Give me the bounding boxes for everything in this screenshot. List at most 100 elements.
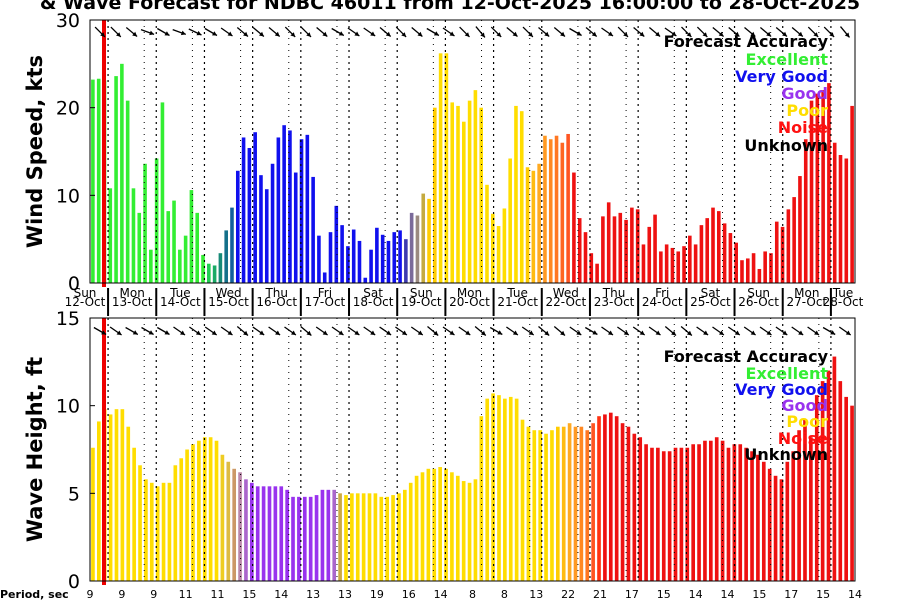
wind-bar <box>838 155 843 283</box>
wind-bar <box>496 226 501 283</box>
wind-bar <box>189 190 194 283</box>
direction-arrow-head <box>512 330 518 335</box>
wave-bar <box>732 444 737 581</box>
wave-bar <box>638 437 643 581</box>
wave-bar <box>373 493 378 581</box>
direction-arrow-head <box>718 31 724 37</box>
legend-item: Good <box>781 396 828 415</box>
wave-bar <box>344 495 348 581</box>
wave-bar <box>850 405 854 581</box>
wave-bar <box>261 486 266 581</box>
wind-bar <box>450 102 455 283</box>
wind-bar <box>693 244 698 283</box>
direction-arrow-head <box>560 330 565 336</box>
wind-bar <box>398 230 402 283</box>
direction-arrow-head <box>322 330 328 335</box>
direction-arrow-head <box>528 32 533 37</box>
wave-bar <box>438 467 442 581</box>
direction-arrow-head <box>306 330 312 336</box>
wind-bar <box>299 139 304 283</box>
date-label: 13-Oct <box>112 295 153 309</box>
direction-arrow-head <box>766 330 772 335</box>
direction-arrow-head <box>750 330 756 335</box>
period-value-label: 21 <box>593 588 607 600</box>
wave-bar <box>614 416 619 581</box>
direction-arrow-head <box>243 31 248 37</box>
wind-bar <box>346 246 350 283</box>
wave-bar <box>691 444 695 581</box>
wind-bar <box>351 229 356 283</box>
wave-bar <box>450 472 454 581</box>
wind-bar <box>108 188 113 283</box>
direction-arrow-head <box>195 330 201 335</box>
wave-bar <box>97 421 101 581</box>
direction-arrow-head <box>370 31 376 36</box>
legend-item: Very Good <box>735 67 828 86</box>
wind-bar <box>769 253 773 283</box>
direction-arrow-head <box>401 32 407 37</box>
wind-bar <box>183 235 188 283</box>
direction-arrow-head <box>212 31 217 36</box>
wind-bar <box>519 111 524 283</box>
day-name-label: Wed <box>553 286 579 300</box>
direction-arrow-head <box>417 31 423 37</box>
wind-bar <box>612 216 617 283</box>
wind-bar <box>566 133 570 283</box>
wave-bar <box>538 430 542 581</box>
wind-bar <box>392 232 397 283</box>
wind-bar <box>827 83 831 284</box>
direction-arrow-head <box>100 32 105 37</box>
wave-bar <box>155 486 160 581</box>
period-axis-label: Period, sec <box>0 588 69 600</box>
direction-arrow-head <box>116 32 121 37</box>
legend-item: Good <box>781 84 828 103</box>
wave-bar <box>226 461 231 581</box>
wind-bar <box>734 242 738 283</box>
wave-bar <box>214 440 219 581</box>
direction-arrow-head <box>354 31 360 36</box>
day-name-label: Fri <box>655 286 669 300</box>
wave-bar <box>308 496 313 581</box>
day-name-label: Tue <box>832 286 854 300</box>
direction-arrow-head <box>354 330 360 335</box>
wind-bar <box>676 251 681 283</box>
period-value-label: 9 <box>150 588 157 600</box>
day-name-label: Sun <box>410 286 433 300</box>
wave-bar <box>844 396 848 581</box>
wave-bar <box>326 489 331 581</box>
period-value-label: 16 <box>402 588 416 600</box>
direction-arrow-head <box>386 330 392 335</box>
wind-bar <box>444 53 449 284</box>
wave-bar <box>361 493 366 581</box>
direction-arrow-head <box>401 330 407 335</box>
y-tick-label: 5 <box>68 483 80 505</box>
wind-bar <box>792 197 796 283</box>
wind-bar <box>462 121 466 283</box>
wave-bar <box>179 458 184 581</box>
wind-bar <box>386 240 391 283</box>
direction-arrow-head <box>227 31 233 36</box>
wind-bar <box>583 232 588 283</box>
wave-bar <box>697 444 701 581</box>
wave-bar <box>797 430 801 581</box>
wave-bar <box>220 454 225 581</box>
wind-bar <box>195 212 200 283</box>
direction-arrow-head <box>433 31 439 36</box>
wind-bar <box>815 93 820 283</box>
wave-bar <box>738 444 743 581</box>
wave-bar <box>414 475 419 581</box>
wind-bar <box>624 219 628 283</box>
wave-bar <box>626 426 631 581</box>
wave-bar <box>508 396 513 581</box>
day-name-label: Mon <box>457 286 482 300</box>
date-label: 16-Oct <box>256 295 297 309</box>
direction-arrow-head <box>766 31 772 37</box>
direction-arrow-head <box>464 32 470 37</box>
direction-arrow-head <box>385 31 391 37</box>
direction-arrow-head <box>101 330 107 335</box>
period-value-label: 14 <box>274 588 288 600</box>
wave-bar <box>809 437 813 581</box>
wave-bar <box>255 486 260 581</box>
wave-bar <box>567 423 572 581</box>
